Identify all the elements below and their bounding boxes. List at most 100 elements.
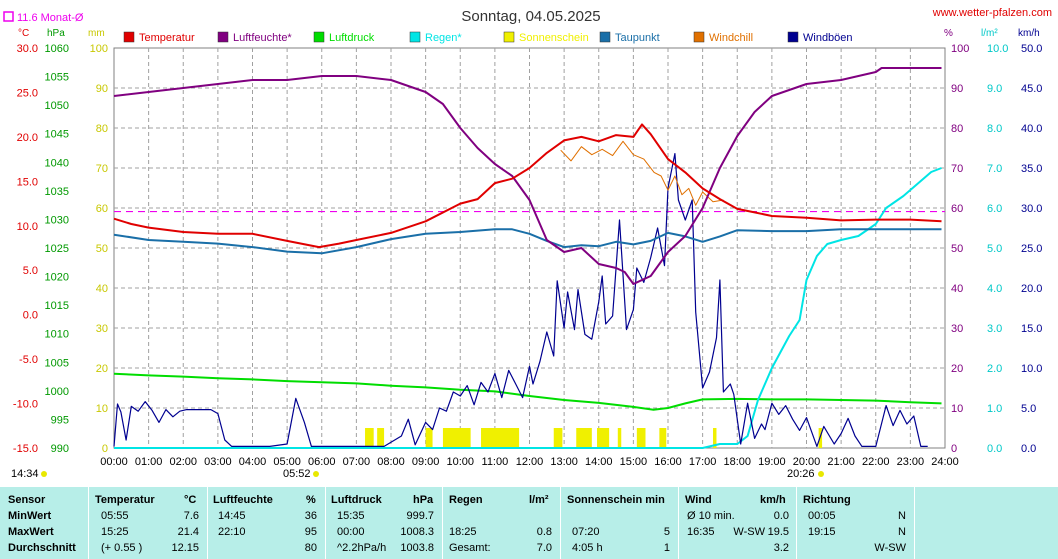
- stats-header-hum-unit: %: [306, 494, 316, 506]
- wind-tick: 15.0: [1021, 323, 1042, 335]
- stats-temp-val: 12.15: [171, 542, 199, 554]
- pressure-tick: 1030: [45, 214, 69, 226]
- x-tick: 07:00: [343, 456, 371, 468]
- stats-hum-val: 80: [304, 542, 317, 554]
- temp-tick: 15.0: [17, 176, 38, 188]
- x-tick: 18:00: [723, 456, 751, 468]
- rain-tick: 5.0: [987, 243, 1002, 255]
- x-tick: 02:00: [169, 456, 197, 468]
- stats-header-wind: Wind: [685, 494, 712, 506]
- x-tick: 13:00: [550, 456, 578, 468]
- pressure-tick: 1035: [45, 186, 69, 198]
- rain-tick: 1.0: [987, 403, 1002, 415]
- x-tick: 09:00: [412, 456, 440, 468]
- stats-header-sun: Sonnenschein min: [567, 494, 665, 506]
- temp-tick: 10.0: [17, 221, 38, 233]
- x-tick: 17:00: [689, 456, 717, 468]
- pressure-tick: 1045: [45, 129, 69, 141]
- stats-press-val: 999.7: [406, 510, 434, 522]
- stats-header-temp: Temperatur: [95, 494, 155, 506]
- stats-header-wind-unit: km/h: [760, 494, 786, 506]
- rain-tick: 0.0: [987, 443, 1002, 455]
- sunset-icon: [818, 471, 824, 477]
- site-url[interactable]: www.wetter-pfalzen.com: [932, 7, 1052, 19]
- percent-tick: 20: [951, 363, 963, 375]
- wind-tick: 10.0: [1021, 363, 1042, 375]
- percent-tick: 70: [951, 163, 963, 175]
- rain-tick: 2.0: [987, 363, 1002, 375]
- x-tick: 11:00: [482, 456, 509, 468]
- stats-temp-val: 7.6: [183, 510, 199, 522]
- wind-tick: 40.0: [1021, 123, 1042, 135]
- stats-dir-time: 00:05: [808, 510, 836, 522]
- wind-tick: 25.0: [1021, 243, 1042, 255]
- series-layer: [113, 67, 945, 449]
- temp-tick: 30.0: [17, 43, 38, 55]
- sunrise-icon: [313, 471, 319, 477]
- legend-label: Regen*: [425, 32, 462, 44]
- stats-header-hum: Luftfeuchte: [213, 494, 273, 506]
- series-line-regen: [114, 167, 942, 449]
- stats-header-temp-unit: °C: [184, 494, 197, 506]
- sunshine-bar: [617, 428, 622, 448]
- chart-title: Sonntag, 04.05.2025: [461, 8, 600, 25]
- axes: 30.0 25.0 20.0 15.0 10.0 5.0 0.0 -5.0 -10.0 -15.0…: [13, 43, 1043, 468]
- rain-tick: 6.0: [987, 203, 1002, 215]
- stats-header-dir: Richtung: [803, 494, 851, 506]
- percent-tick: 90: [951, 83, 963, 95]
- stats-press-time: 15:35: [337, 510, 365, 522]
- stats-wind-time: 16:35: [687, 526, 715, 538]
- mm-tick: 80: [96, 123, 108, 135]
- x-tick: 04:00: [239, 456, 267, 468]
- series-line-temperatur: [113, 123, 942, 249]
- stats-sun-val: 1: [663, 542, 670, 554]
- rain-tick: 10.0: [987, 43, 1008, 55]
- legend-label: Luftdruck: [329, 32, 375, 44]
- sunshine-bar: [576, 428, 592, 448]
- sunshine-bar: [481, 428, 520, 448]
- percent-tick: 10: [951, 403, 963, 415]
- stats-temp-time: 05:55: [101, 510, 129, 522]
- rain-tick: 7.0: [987, 163, 1002, 175]
- stats-wind-time: Ø 10 min.: [687, 510, 735, 522]
- temp-tick: 0.0: [23, 310, 38, 322]
- stats-wind-dir: W-SW: [733, 526, 765, 538]
- series-line-windchill: [560, 140, 724, 206]
- temp-tick: 5.0: [23, 265, 38, 277]
- x-tick: 00:00: [100, 456, 128, 468]
- unit-wind: km/h: [1018, 28, 1040, 39]
- legend-label: Luftfeuchte*: [233, 32, 292, 44]
- mm-tick: 20: [96, 363, 108, 375]
- sun-left-label: 14:34: [11, 468, 39, 480]
- stats-label: MaxWert: [8, 526, 54, 538]
- legend-label: Sonnenschein: [519, 32, 589, 44]
- pressure-tick: 1025: [45, 243, 69, 255]
- stats-hum-val: 36: [304, 510, 317, 522]
- x-tick: 06:00: [308, 456, 336, 468]
- legend-swatch: [787, 31, 799, 43]
- percent-tick: 50: [951, 243, 963, 255]
- stats-press-time: ^2.2hPa/h: [337, 542, 387, 554]
- legend-swatch: [123, 31, 135, 43]
- legend-swatch: [313, 31, 325, 43]
- legend-swatch: [503, 31, 515, 43]
- wind-tick: 30.0: [1021, 203, 1042, 215]
- mm-tick: 40: [96, 283, 108, 295]
- x-tick: 08:00: [377, 456, 405, 468]
- legend-label: Windchill: [709, 32, 753, 44]
- sunshine-bar: [377, 428, 385, 448]
- percent-tick: 30: [951, 323, 963, 335]
- legend-swatch: [599, 31, 611, 43]
- sunset-label: 20:26: [787, 468, 815, 480]
- x-tick: 21:00: [827, 456, 855, 468]
- rain-tick: 8.0: [987, 123, 1002, 135]
- wind-tick: 5.0: [1021, 403, 1036, 415]
- series-line-windben: [113, 153, 928, 447]
- wind-tick: 0.0: [1021, 443, 1036, 455]
- stats-dir-val: N: [898, 510, 906, 522]
- pressure-tick: 1060: [45, 43, 69, 55]
- legend-swatch: [693, 31, 705, 43]
- rain-tick: 4.0: [987, 283, 1002, 295]
- stats-hum-val: 95: [304, 526, 317, 538]
- stats-sun-time: 4:05 h: [572, 542, 603, 554]
